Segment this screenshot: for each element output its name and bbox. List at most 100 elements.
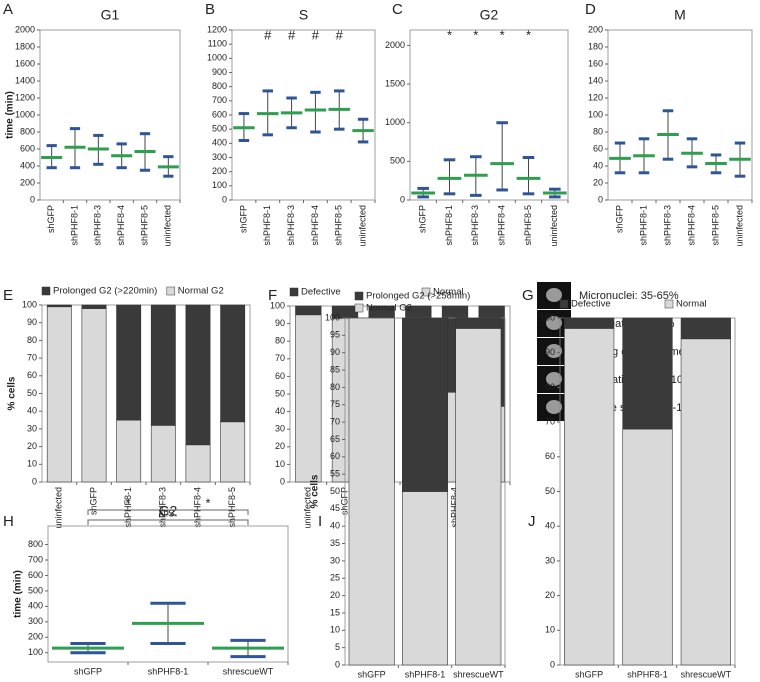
y-tick-label: 1100 <box>208 39 227 49</box>
y-tick-label: 100 <box>270 300 285 310</box>
x-tick-label: shGFP <box>339 487 349 515</box>
y-axis-label: % cells <box>310 474 321 508</box>
y-tick-label: 30 <box>330 555 340 565</box>
cell-nucleus <box>546 344 562 358</box>
y-tick-label: 60 <box>593 143 603 153</box>
y-tick-label: 100 <box>540 312 555 322</box>
y-tick-label: 120 <box>588 92 603 102</box>
y-tick-label: 40 <box>275 406 285 416</box>
y-tick-label: 10 <box>27 459 37 469</box>
y-tick-label: 70 <box>330 416 340 426</box>
bar-segment <box>116 419 142 483</box>
x-tick-label: shGFP <box>74 666 102 676</box>
y-tick-label: 0 <box>335 659 340 669</box>
y-tick-label: 60 <box>275 371 285 381</box>
y-tick-label: 100 <box>212 180 227 190</box>
panel-title: G2 <box>480 7 499 23</box>
y-tick-label: 400 <box>20 160 35 170</box>
y-tick-label: 30 <box>275 424 285 434</box>
y-tick-label: 2000 <box>385 40 405 50</box>
y-tick-label: 50 <box>275 388 285 398</box>
plot-frame <box>47 525 289 663</box>
y-tick-label: 80 <box>275 336 285 346</box>
x-tick-label: shGFP <box>88 487 98 515</box>
x-tick-label: shPHF8-3 <box>662 205 672 246</box>
y-axis-label: time (min) <box>5 91 16 139</box>
y-axis-label: time (min) <box>13 570 24 618</box>
x-tick-label: shGFP <box>46 205 56 233</box>
y-tick-label: 0 <box>32 476 37 486</box>
bar-segment <box>455 328 502 666</box>
cell-nucleus <box>546 316 562 330</box>
y-tick-label: 800 <box>212 81 227 91</box>
bar-segment <box>564 317 615 329</box>
x-tick-label: shPHF8-3 <box>158 487 168 528</box>
significance-mark: # <box>312 27 320 42</box>
bar-segment <box>185 444 211 483</box>
y-tick-label: 300 <box>212 152 227 162</box>
y-tick-label: 80 <box>27 335 37 345</box>
x-tick-label: shPHF8-1 <box>627 669 668 679</box>
cell-nucleus <box>546 372 562 386</box>
y-tick-label: 15 <box>330 607 340 617</box>
x-tick-label: shPHF8-1 <box>262 205 272 246</box>
x-tick-label: shPHF8-4 <box>192 487 202 528</box>
plot-frame <box>231 29 376 201</box>
legend-swatch <box>421 287 431 297</box>
y-tick-label: 50 <box>545 486 555 496</box>
y-tick-label: 85 <box>330 364 340 374</box>
y-tick-label: 200 <box>588 24 603 34</box>
y-tick-label: 10 <box>275 459 285 469</box>
y-tick-label: 80 <box>593 126 603 136</box>
y-tick-label: 600 <box>20 143 35 153</box>
y-tick-label: 500 <box>390 156 405 166</box>
y-tick-label: 80 <box>330 382 340 392</box>
plot-frame <box>607 29 753 201</box>
plot-frame <box>409 29 569 201</box>
significance-mark: * <box>473 27 478 42</box>
legend-swatch <box>354 291 364 301</box>
y-tick-label: 1000 <box>207 53 227 63</box>
y-tick-label: 1000 <box>385 117 405 127</box>
bar-segment <box>46 304 72 308</box>
y-tick-label: 60 <box>545 451 555 461</box>
y-tick-label: 2000 <box>15 24 35 34</box>
legend-swatch <box>166 286 176 296</box>
x-tick-label: shPHF8-4 <box>449 487 459 528</box>
y-tick-label: 1600 <box>15 58 35 68</box>
y-tick-label: 900 <box>212 67 227 77</box>
bar-segment <box>622 317 673 430</box>
y-tick-label: 70 <box>275 353 285 363</box>
y-tick-label: 90 <box>27 317 37 327</box>
y-tick-label: 90 <box>275 318 285 328</box>
y-tick-label: 1000 <box>15 109 35 119</box>
legend-label: Defective <box>301 287 341 298</box>
x-tick-label: shPHF8-3 <box>286 205 296 246</box>
bar-segment <box>348 317 395 666</box>
x-tick-label: uninfected <box>54 487 64 529</box>
panel-title: G1 <box>101 7 120 23</box>
significance-mark: # <box>288 27 296 42</box>
bar-segment <box>455 317 502 329</box>
y-axis-label: % cells <box>7 376 18 410</box>
x-tick-label: shPHF8-5 <box>523 205 533 246</box>
x-tick-label: shPHF8-5 <box>710 205 720 246</box>
x-tick-label: shrescueWT <box>453 669 504 679</box>
y-tick-label: 50 <box>27 388 37 398</box>
x-tick-label: uninfected <box>734 205 744 247</box>
y-tick-label: 0 <box>598 194 603 204</box>
bar-segment <box>295 314 322 483</box>
y-tick-label: 40 <box>545 521 555 531</box>
plot-frame <box>41 304 251 483</box>
y-tick-label: 40 <box>593 160 603 170</box>
x-tick-label: shPHF8-1 <box>405 669 446 679</box>
y-tick-label: 20 <box>27 441 37 451</box>
y-tick-label: 80 <box>545 382 555 392</box>
y-tick-label: 160 <box>588 58 603 68</box>
y-tick-label: 5 <box>335 642 340 652</box>
y-tick-label: 100 <box>325 312 340 322</box>
y-tick-label: 10 <box>545 625 555 635</box>
legend-label: Prolonged G2 (>220min) <box>53 286 157 297</box>
phenotype-label: Micronuclei: 35-65% <box>579 290 679 302</box>
